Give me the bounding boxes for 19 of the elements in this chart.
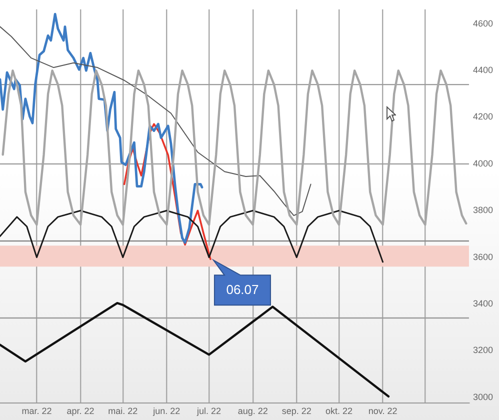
x-tick-label: sep. 22	[282, 406, 312, 416]
x-tick-label: okt. 22	[326, 406, 353, 416]
x-tick-label: mar. 22	[22, 406, 52, 416]
y-tick-label: 4400	[472, 65, 494, 76]
y-tick-label: 4000	[472, 158, 494, 168]
annotation: 06.07	[226, 282, 259, 297]
y-tick-label: 4200	[472, 112, 494, 122]
x-tick-label: nov. 22	[368, 406, 398, 416]
y-tick-label: 3400	[472, 298, 494, 308]
y-tick-label: 3600	[472, 252, 494, 262]
x-tick-label: aug. 22	[238, 406, 268, 416]
y-tick-label: 3200	[472, 345, 494, 356]
x-tick-label: jun. 22	[152, 406, 180, 416]
y-tick-label: 4600	[472, 18, 494, 28]
y-tick-label: 3000	[472, 392, 494, 402]
y-tick-label: 3800	[472, 205, 494, 216]
x-tick-label: jul. 22	[196, 406, 222, 416]
x-tick-label: mai. 22	[108, 406, 138, 416]
x-tick-label: apr. 22	[66, 406, 94, 416]
